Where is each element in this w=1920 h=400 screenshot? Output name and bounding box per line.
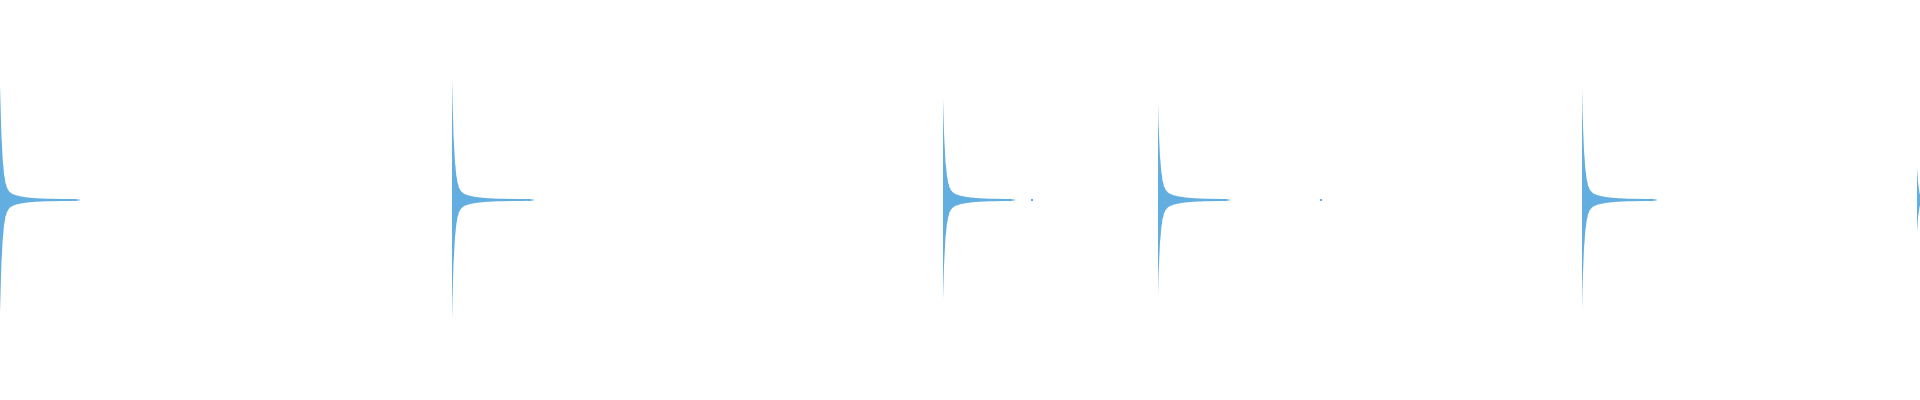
noise-blip <box>1031 199 1033 201</box>
transient <box>452 78 534 320</box>
transient <box>0 85 80 313</box>
waveform <box>0 78 1920 320</box>
transient <box>1582 88 1657 310</box>
noise-blip <box>1320 199 1322 201</box>
transient <box>1158 103 1230 295</box>
transient <box>1917 167 1920 232</box>
transient <box>943 98 1015 300</box>
